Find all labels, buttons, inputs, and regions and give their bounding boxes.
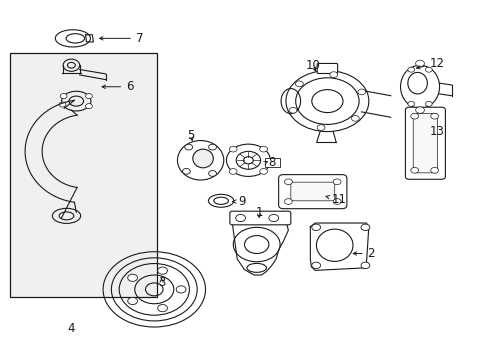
Circle shape [127, 297, 137, 305]
Circle shape [208, 171, 216, 176]
Circle shape [332, 199, 340, 204]
Text: 7: 7 [100, 32, 143, 45]
Ellipse shape [316, 229, 352, 261]
FancyBboxPatch shape [278, 175, 346, 209]
Circle shape [229, 146, 237, 152]
Circle shape [430, 113, 438, 119]
Text: 9: 9 [232, 195, 245, 208]
Circle shape [357, 89, 365, 95]
Circle shape [430, 167, 438, 173]
Text: 2: 2 [352, 247, 374, 260]
Circle shape [59, 102, 66, 107]
Circle shape [311, 262, 320, 269]
Circle shape [158, 267, 167, 274]
Ellipse shape [407, 72, 427, 94]
Circle shape [415, 107, 424, 113]
Ellipse shape [243, 157, 253, 164]
Text: 5: 5 [187, 129, 194, 142]
Ellipse shape [236, 151, 260, 169]
Circle shape [85, 104, 92, 109]
Circle shape [60, 94, 67, 99]
Circle shape [360, 262, 369, 269]
Circle shape [407, 101, 414, 106]
Circle shape [176, 286, 185, 293]
Circle shape [311, 224, 320, 230]
Bar [10, 53, 157, 297]
Polygon shape [310, 223, 368, 270]
Text: 6: 6 [102, 80, 133, 93]
Circle shape [259, 146, 267, 152]
Circle shape [182, 168, 190, 174]
Circle shape [415, 60, 424, 67]
Circle shape [184, 144, 192, 150]
Ellipse shape [226, 144, 270, 176]
FancyBboxPatch shape [264, 158, 279, 167]
Polygon shape [232, 213, 288, 275]
Circle shape [208, 144, 216, 150]
Circle shape [410, 167, 418, 173]
FancyBboxPatch shape [405, 107, 445, 179]
Circle shape [425, 67, 431, 72]
Circle shape [268, 215, 278, 222]
Ellipse shape [192, 149, 213, 168]
Text: 13: 13 [429, 125, 444, 138]
Circle shape [410, 113, 418, 119]
Circle shape [127, 274, 137, 282]
FancyBboxPatch shape [317, 63, 337, 73]
Circle shape [329, 72, 337, 77]
Circle shape [259, 168, 267, 174]
FancyBboxPatch shape [412, 114, 437, 173]
Ellipse shape [177, 140, 224, 180]
Circle shape [360, 224, 369, 230]
Ellipse shape [246, 264, 266, 273]
Circle shape [351, 116, 359, 121]
Circle shape [235, 215, 245, 222]
Circle shape [284, 179, 292, 185]
Text: 3: 3 [158, 276, 165, 289]
Circle shape [85, 94, 92, 99]
Circle shape [317, 125, 325, 130]
Circle shape [407, 67, 414, 72]
Circle shape [284, 199, 292, 204]
FancyBboxPatch shape [229, 211, 290, 225]
Circle shape [158, 305, 167, 312]
Text: 4: 4 [67, 322, 75, 335]
Ellipse shape [400, 65, 439, 108]
FancyBboxPatch shape [290, 182, 334, 201]
Text: 11: 11 [325, 193, 346, 206]
Circle shape [332, 179, 340, 185]
Circle shape [288, 107, 296, 113]
Ellipse shape [281, 89, 300, 114]
Text: 1: 1 [255, 206, 263, 219]
Circle shape [229, 168, 237, 174]
Text: 8: 8 [268, 156, 275, 169]
Circle shape [295, 81, 303, 87]
Circle shape [425, 101, 431, 106]
Text: 12: 12 [416, 57, 444, 70]
Text: 10: 10 [305, 59, 320, 72]
